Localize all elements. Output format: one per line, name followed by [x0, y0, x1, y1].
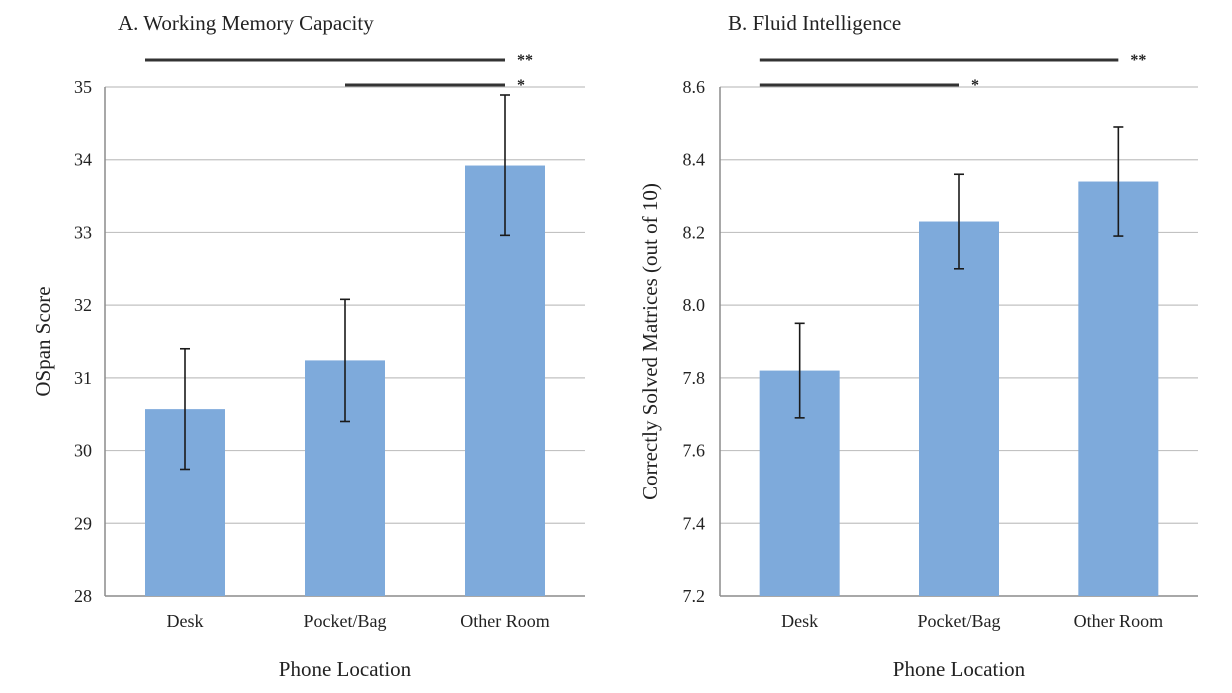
y-tick-label: 7.2	[683, 586, 706, 606]
y-tick-label: 33	[74, 222, 92, 242]
y-tick-label: 8.2	[683, 222, 706, 242]
y-tick-label: 32	[74, 295, 92, 315]
y-tick-label: 29	[74, 513, 92, 533]
y-tick-label: 30	[74, 441, 92, 461]
y-axis-title: OSpan Score	[31, 286, 55, 396]
significance-marker: *	[517, 77, 525, 94]
chart-panel-a: A. Working Memory Capacity 28 29 30 31 32 33 34…	[31, 11, 585, 681]
x-axis-title: Phone Location	[893, 657, 1026, 681]
x-category-label: Pocket/Bag	[304, 611, 387, 631]
significance-marker: *	[971, 77, 979, 94]
significance-marker: **	[1130, 52, 1146, 69]
panel-title: B. Fluid Intelligence	[728, 11, 901, 35]
y-tick-label: 7.6	[683, 441, 706, 461]
y-tick-label: 35	[74, 77, 92, 97]
x-category-label: Desk	[781, 611, 818, 631]
bar	[919, 221, 999, 596]
y-tick-label: 34	[74, 150, 92, 170]
x-axis-title: Phone Location	[279, 657, 412, 681]
y-tick-label: 7.8	[683, 368, 706, 388]
y-tick-label: 28	[74, 586, 92, 606]
bar	[1078, 181, 1159, 596]
y-axis-title: Correctly Solved Matrices (out of 10)	[638, 183, 662, 500]
y-tick-label: 8.6	[683, 77, 706, 97]
y-tick-label: 8.0	[683, 295, 706, 315]
x-category-label: Other Room	[460, 611, 550, 631]
y-tick-label: 31	[74, 368, 92, 388]
panel-title: A. Working Memory Capacity	[118, 11, 374, 35]
y-tick-label: 8.4	[683, 150, 706, 170]
x-category-label: Desk	[167, 611, 204, 631]
significance-marker: **	[517, 52, 533, 69]
y-tick-label: 7.4	[683, 513, 706, 533]
chart-panel-b: B. Fluid Intelligence 7.2 7.4 7.6 7.8 8.0 8.2 8…	[638, 11, 1198, 681]
x-category-label: Other Room	[1074, 611, 1164, 631]
x-category-label: Pocket/Bag	[918, 611, 1001, 631]
bar	[465, 165, 545, 596]
